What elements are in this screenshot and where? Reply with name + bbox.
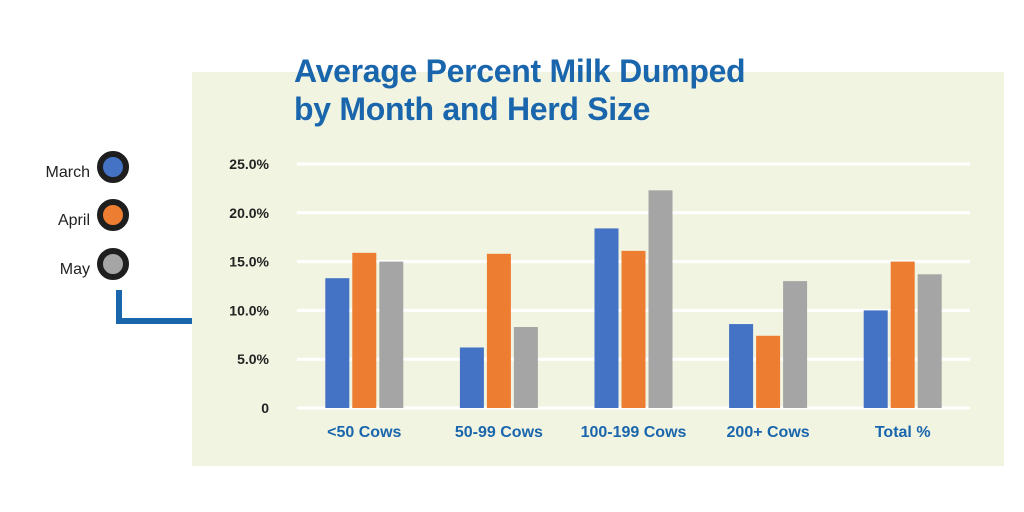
- y-tick-label: 10.0%: [229, 302, 269, 318]
- y-axis-tick-labels: 0 5.0% 10.0% 15.0% 20.0% 25.0%: [229, 156, 269, 416]
- legend-swatch-may: [97, 248, 129, 280]
- bar-may-2: [648, 190, 673, 408]
- legend-label-march: March: [45, 164, 90, 181]
- bar-april-1: [486, 253, 511, 408]
- legend-swatch-april: [97, 199, 129, 231]
- x-category-label: 50-99 Cows: [455, 424, 543, 441]
- x-category-label: Total %: [875, 424, 931, 441]
- y-tick-label: 0: [261, 400, 269, 416]
- bar-march-2: [594, 228, 619, 408]
- x-axis-category-labels: <50 Cows 50-99 Cows 100-199 Cows 200+ Cows T…: [327, 424, 930, 441]
- y-tick-label: 15.0%: [229, 254, 269, 270]
- bar-april-2: [621, 250, 646, 408]
- bar-april-4: [890, 261, 915, 408]
- bar-may-4: [917, 274, 942, 408]
- bar-may-0: [379, 261, 404, 408]
- legend-label-may: May: [59, 261, 90, 278]
- bars: [325, 190, 942, 408]
- bar-may-3: [783, 281, 808, 408]
- bar-march-1: [459, 347, 484, 408]
- chart-title: Average Percent Milk Dumped by Month and…: [294, 52, 746, 128]
- y-tick-label: 20.0%: [229, 205, 269, 221]
- y-tick-label: 5.0%: [237, 351, 269, 367]
- legend-swatch-march: [97, 151, 129, 183]
- x-category-label: <50 Cows: [327, 424, 401, 441]
- bar-march-3: [729, 324, 754, 408]
- bar-march-0: [325, 278, 350, 408]
- x-category-label: 100-199 Cows: [581, 424, 687, 441]
- bar-march-4: [863, 310, 888, 408]
- bar-april-3: [756, 335, 781, 408]
- bar-may-1: [513, 326, 538, 408]
- chart-title-line-1: Average Percent Milk Dumped: [294, 53, 746, 89]
- bar-april-0: [352, 252, 377, 408]
- legend-connector-line: [116, 290, 192, 324]
- legend-label-april: April: [57, 212, 90, 229]
- x-category-label: 200+ Cows: [727, 424, 810, 441]
- y-tick-label: 25.0%: [229, 156, 269, 172]
- chart-title-line-2: by Month and Herd Size: [294, 91, 651, 127]
